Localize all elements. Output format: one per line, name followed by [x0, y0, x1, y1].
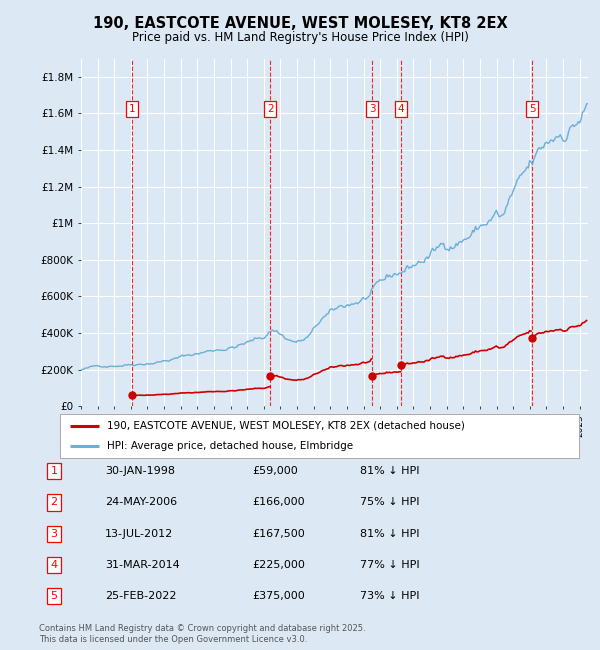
Text: 13-JUL-2012: 13-JUL-2012 — [105, 528, 173, 539]
Text: 190, EASTCOTE AVENUE, WEST MOLESEY, KT8 2EX (detached house): 190, EASTCOTE AVENUE, WEST MOLESEY, KT8 … — [107, 421, 464, 431]
Text: 2: 2 — [50, 497, 58, 508]
Text: 5: 5 — [50, 591, 58, 601]
Text: 1: 1 — [129, 104, 136, 114]
Text: 4: 4 — [50, 560, 58, 570]
Text: 190, EASTCOTE AVENUE, WEST MOLESEY, KT8 2EX: 190, EASTCOTE AVENUE, WEST MOLESEY, KT8 … — [92, 16, 508, 31]
Text: Price paid vs. HM Land Registry's House Price Index (HPI): Price paid vs. HM Land Registry's House … — [131, 31, 469, 44]
Text: 3: 3 — [369, 104, 376, 114]
Text: £166,000: £166,000 — [252, 497, 305, 508]
Text: 3: 3 — [50, 528, 58, 539]
Text: HPI: Average price, detached house, Elmbridge: HPI: Average price, detached house, Elmb… — [107, 441, 353, 451]
Text: Contains HM Land Registry data © Crown copyright and database right 2025.
This d: Contains HM Land Registry data © Crown c… — [39, 624, 365, 644]
Text: 24-MAY-2006: 24-MAY-2006 — [105, 497, 177, 508]
Text: £167,500: £167,500 — [252, 528, 305, 539]
Text: 81% ↓ HPI: 81% ↓ HPI — [360, 528, 419, 539]
Text: 2: 2 — [267, 104, 274, 114]
Text: 1: 1 — [50, 466, 58, 476]
Text: 75% ↓ HPI: 75% ↓ HPI — [360, 497, 419, 508]
Text: £225,000: £225,000 — [252, 560, 305, 570]
Text: 31-MAR-2014: 31-MAR-2014 — [105, 560, 180, 570]
Text: 77% ↓ HPI: 77% ↓ HPI — [360, 560, 419, 570]
Text: 4: 4 — [398, 104, 404, 114]
Text: £59,000: £59,000 — [252, 466, 298, 476]
Text: 81% ↓ HPI: 81% ↓ HPI — [360, 466, 419, 476]
Text: 73% ↓ HPI: 73% ↓ HPI — [360, 591, 419, 601]
Text: 25-FEB-2022: 25-FEB-2022 — [105, 591, 176, 601]
Text: 5: 5 — [529, 104, 536, 114]
Text: 30-JAN-1998: 30-JAN-1998 — [105, 466, 175, 476]
Text: £375,000: £375,000 — [252, 591, 305, 601]
